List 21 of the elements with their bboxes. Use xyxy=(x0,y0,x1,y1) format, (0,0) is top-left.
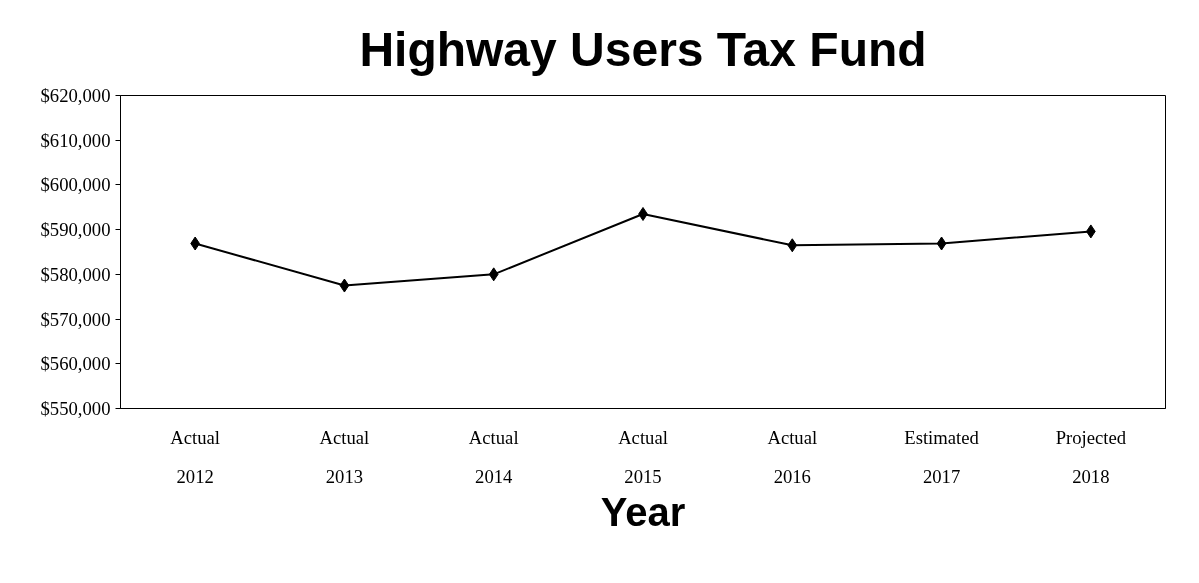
y-tick-label: $620,000 xyxy=(40,85,111,106)
y-tick-label: $550,000 xyxy=(40,398,111,419)
x-axis-title: Year xyxy=(600,490,686,535)
x-tick-label: Actual 2016 xyxy=(767,426,818,488)
point xyxy=(488,267,499,282)
point xyxy=(339,278,350,293)
chart-title: Highway Users Tax Fund xyxy=(359,22,927,76)
y-tick-label: $580,000 xyxy=(40,263,111,285)
point xyxy=(936,236,947,251)
y-tick-label: $570,000 xyxy=(40,308,111,330)
x-tick-label: Actual 2014 xyxy=(468,426,519,488)
x-tick-label: Projected 2018 xyxy=(1055,426,1127,488)
x-tick-label: Actual 2012 xyxy=(170,426,221,488)
x-tick-label: Estimated 2017 xyxy=(904,426,980,488)
point xyxy=(787,238,798,253)
y-tick-label: $610,000 xyxy=(40,129,111,151)
y-tick-label: $590,000 xyxy=(40,219,111,241)
x-tick-label: Actual 2015 xyxy=(618,426,668,488)
y-tick-label: $560,000 xyxy=(40,353,111,375)
y-tick-label: $600,000 xyxy=(40,174,111,196)
x-tick-label: Actual 2013 xyxy=(319,426,370,488)
